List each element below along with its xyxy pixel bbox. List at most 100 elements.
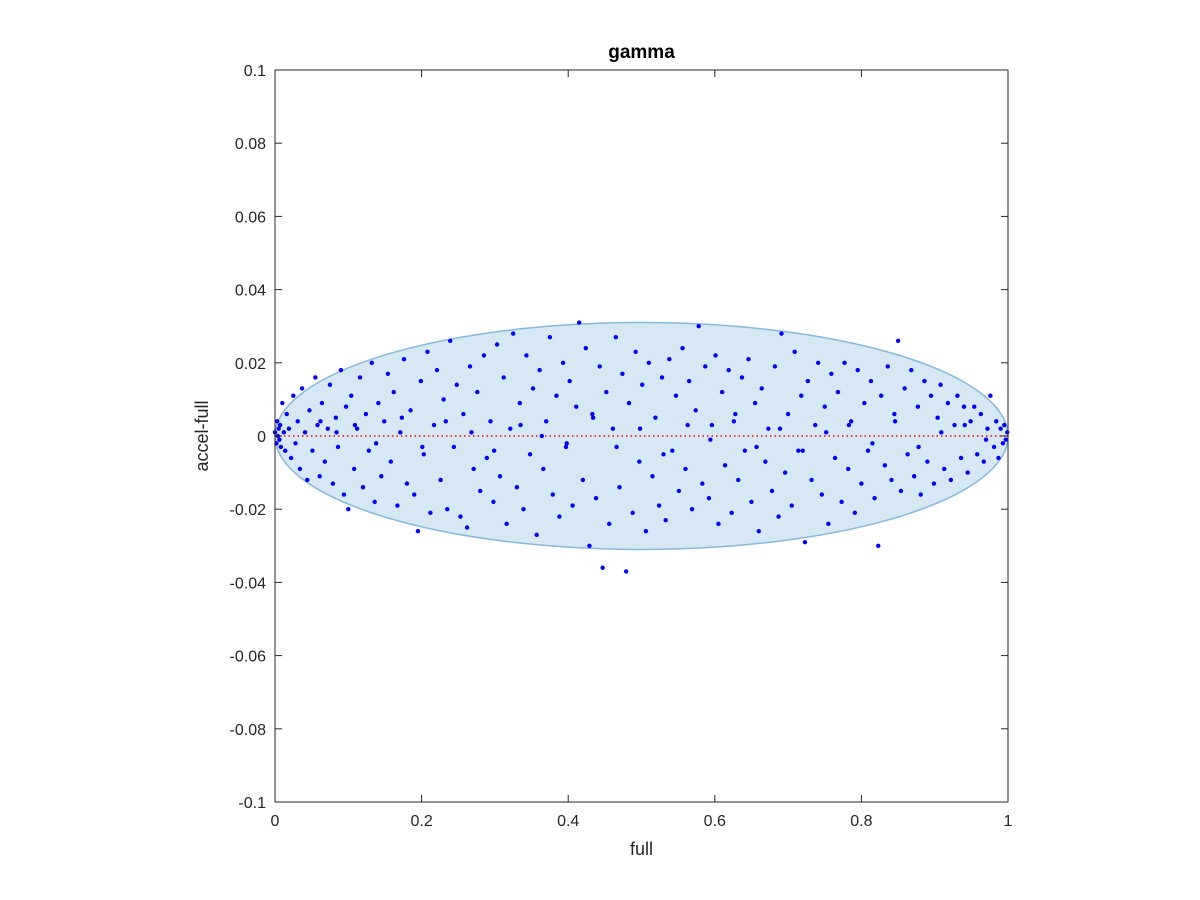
data-point: [372, 499, 377, 505]
y-axis-label: accel-full: [192, 400, 212, 471]
data-point: [494, 342, 500, 347]
data-point: [307, 408, 312, 413]
data-point: [497, 474, 503, 479]
data-point: [310, 448, 315, 453]
y-tick-label: -0.08: [230, 722, 267, 739]
data-point: [277, 422, 283, 428]
data-point: [570, 503, 575, 508]
data-point: [554, 393, 559, 398]
data-point: [792, 349, 797, 355]
data-point: [829, 371, 834, 376]
data-point: [852, 510, 858, 516]
data-point: [576, 320, 582, 325]
data-point: [283, 448, 288, 453]
data-point: [610, 426, 616, 431]
data-point: [471, 466, 476, 472]
data-point: [527, 452, 533, 457]
data-point: [915, 404, 921, 409]
data-point: [278, 444, 284, 450]
data-point: [299, 386, 305, 391]
data-point: [653, 415, 658, 420]
data-point: [832, 455, 838, 461]
data-point: [637, 426, 643, 431]
data-point: [614, 444, 619, 450]
data-point: [327, 382, 333, 387]
data-point: [700, 481, 705, 486]
data-point: [388, 459, 394, 464]
data-point: [905, 452, 910, 457]
data-point: [813, 422, 818, 428]
data-point: [826, 521, 831, 527]
data-point: [475, 389, 480, 395]
data-point: [408, 408, 413, 413]
data-point: [563, 444, 569, 450]
data-point: [978, 411, 984, 417]
data-point: [759, 386, 764, 391]
data-point: [567, 378, 572, 384]
data-point: [673, 393, 679, 398]
data-point: [996, 455, 1001, 461]
data-point: [530, 386, 536, 391]
data-point: [284, 411, 289, 417]
data-point: [733, 411, 738, 417]
data-point: [458, 514, 463, 519]
data-point: [983, 437, 989, 442]
data-point: [855, 367, 860, 373]
y-tick-label: 0.08: [235, 136, 266, 153]
data-point: [952, 422, 957, 428]
data-point: [931, 481, 937, 486]
data-point: [667, 356, 672, 362]
data-point: [379, 474, 384, 479]
data-point: [305, 477, 310, 483]
data-point: [330, 481, 336, 486]
data-point: [404, 481, 410, 486]
data-point: [789, 503, 794, 508]
data-point: [754, 444, 759, 450]
data-point: [281, 430, 286, 435]
data-point: [547, 334, 553, 340]
data-point: [443, 419, 448, 424]
data-point: [729, 510, 734, 516]
y-tick-label: -0.04: [230, 575, 267, 592]
x-tick-label: 1: [1004, 813, 1013, 830]
data-point: [746, 356, 751, 362]
confidence-ellipse: [274, 321, 1009, 551]
data-point: [550, 492, 556, 497]
data-point: [399, 415, 405, 420]
data-point: [981, 459, 987, 464]
data-point: [313, 375, 318, 380]
data-point: [317, 474, 322, 479]
data-point: [420, 444, 425, 450]
data-point: [583, 345, 588, 351]
data-point: [360, 485, 366, 490]
data-point: [590, 411, 595, 417]
data-point: [902, 386, 907, 391]
data-point: [277, 437, 282, 442]
data-point: [481, 353, 487, 358]
data-point: [882, 463, 888, 468]
data-point: [835, 389, 841, 395]
data-point: [708, 437, 713, 442]
data-point: [438, 477, 443, 483]
data-point: [772, 364, 778, 369]
data-point: [357, 375, 363, 380]
data-point: [802, 539, 808, 545]
data-point: [1005, 430, 1010, 435]
data-point: [291, 393, 296, 398]
data-point: [633, 349, 638, 355]
x-axis-label: full: [630, 839, 653, 859]
data-point: [395, 503, 400, 508]
data-point: [376, 400, 381, 406]
data-point: [800, 448, 805, 453]
data-point: [870, 441, 875, 446]
y-tick-label: -0.02: [230, 502, 267, 519]
x-tick-label: 0.8: [850, 813, 872, 830]
data-point: [876, 543, 881, 548]
data-point: [276, 426, 281, 431]
data-point: [401, 356, 407, 362]
data-point: [948, 477, 954, 483]
y-tick-label: -0.06: [230, 649, 267, 666]
data-point: [892, 411, 897, 417]
data-point: [534, 532, 539, 538]
